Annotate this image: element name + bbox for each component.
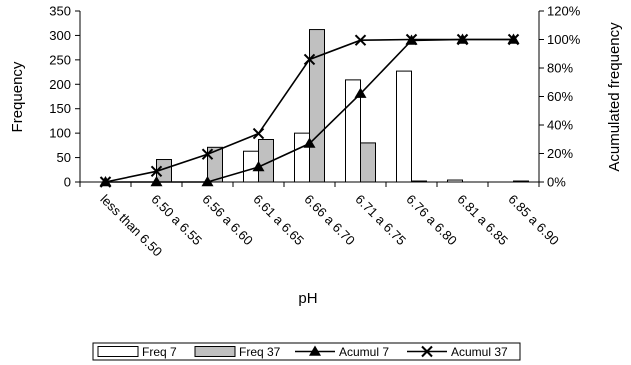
point	[303, 53, 316, 66]
y-tick-label: 0	[64, 175, 71, 190]
y2-tick-label: 40%	[547, 118, 573, 133]
y-tick-label: 300	[49, 28, 71, 43]
bar	[396, 70, 412, 183]
point	[252, 127, 265, 140]
legend: Freq 7 Freq 37 Acumul 7 Acumul 37	[92, 342, 521, 361]
x-tick-label: 6.66 a 6.70	[301, 192, 358, 249]
bar	[309, 29, 325, 183]
point	[354, 34, 367, 46]
legend-label: Freq 37	[239, 345, 281, 359]
point-stroke	[150, 165, 163, 178]
bar	[294, 132, 310, 183]
y-tick-label: 350	[49, 4, 71, 19]
point-stroke	[303, 53, 316, 66]
x-tick-label: 6.76 a 6.80	[403, 192, 460, 249]
y-tick-label: 100	[49, 126, 71, 141]
point	[150, 176, 163, 187]
legend-swatch	[97, 346, 139, 357]
point-stroke	[421, 345, 433, 358]
x-tick-label: 6.81 a 6.85	[454, 192, 511, 249]
point	[456, 33, 469, 46]
point-stroke	[201, 148, 214, 160]
y-tick-label: 50	[57, 150, 71, 165]
point-stroke	[456, 33, 469, 46]
point	[405, 33, 418, 46]
y2-tick-label: 60%	[547, 89, 573, 104]
y2-tick-label: 80%	[547, 61, 573, 76]
point	[354, 87, 367, 98]
point	[303, 137, 316, 148]
point-stroke	[252, 127, 265, 140]
point	[150, 165, 163, 178]
point	[309, 345, 321, 356]
point-stroke	[507, 33, 520, 46]
legend-label: Acumul 37	[451, 345, 508, 359]
x-tick-label: 6.85 a 6.90	[505, 192, 562, 249]
point	[421, 345, 433, 358]
point	[252, 161, 265, 172]
x-tick-label: 6.71 a 6.75	[352, 192, 409, 249]
bars-layer	[156, 29, 529, 183]
y-tick-label: 150	[49, 101, 71, 116]
legend-swatch	[194, 346, 236, 357]
y-tick-label: 200	[49, 77, 71, 92]
y2-tick-label: 120%	[547, 4, 581, 19]
y-tick-label: 250	[49, 52, 71, 67]
x-tick-label: 6.61 a 6.65	[250, 192, 307, 249]
y-axis-title: Frequency	[9, 61, 26, 132]
y2-tick-label: 20%	[547, 146, 573, 161]
point-stroke	[354, 34, 367, 46]
y2-tick-label: 0%	[547, 175, 566, 190]
x-tick-label: 6.56 a 6.60	[199, 192, 256, 249]
legend-label: Freq 7	[142, 345, 177, 359]
y2-tick-label: 100%	[547, 32, 581, 47]
x-axis-title: pH	[298, 290, 317, 307]
point	[201, 148, 214, 160]
y2-axis-title: Acumulated frequency	[606, 22, 623, 172]
bar	[360, 142, 376, 183]
point-stroke	[405, 33, 418, 46]
point	[507, 33, 520, 46]
point	[201, 176, 214, 187]
legend-label: Acumul 7	[339, 345, 389, 359]
